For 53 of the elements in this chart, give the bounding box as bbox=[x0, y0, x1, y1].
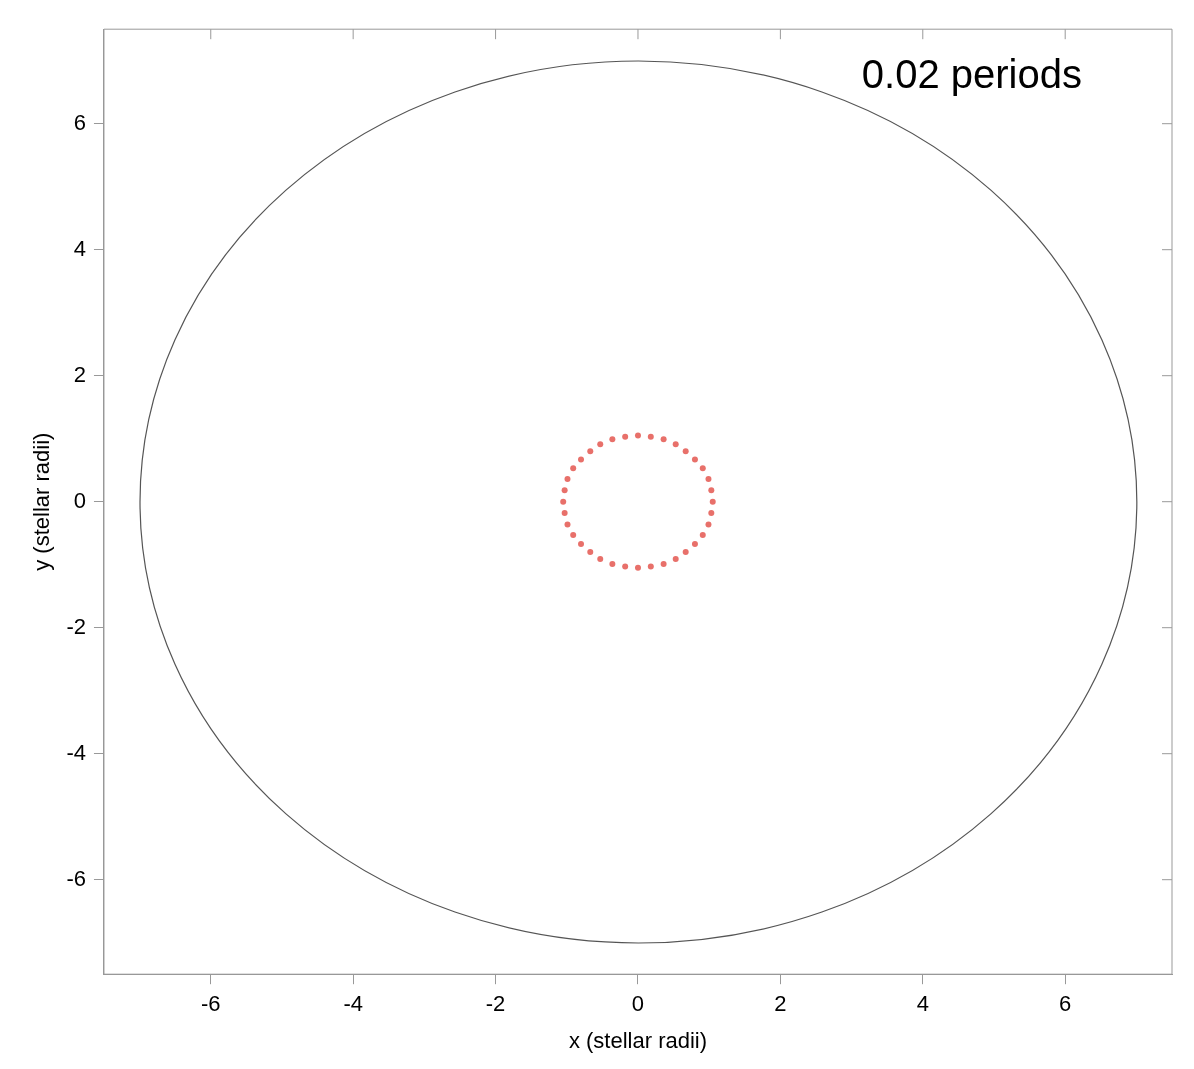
point bbox=[564, 476, 571, 483]
x-tick-label: -4 bbox=[343, 991, 363, 1017]
point bbox=[560, 498, 567, 505]
x-tick-label: -6 bbox=[200, 991, 221, 1017]
y-tick-label: 6 bbox=[73, 109, 86, 135]
y-tick-label: -2 bbox=[66, 613, 86, 639]
point bbox=[708, 487, 715, 494]
point bbox=[609, 561, 616, 568]
x-tick-label: 6 bbox=[1059, 991, 1072, 1017]
y-axis-title: y (stellar radii) bbox=[29, 432, 55, 571]
x-tick-label: 0 bbox=[631, 991, 645, 1017]
point bbox=[561, 510, 568, 517]
point bbox=[660, 561, 667, 568]
point bbox=[561, 487, 568, 494]
point bbox=[587, 549, 594, 556]
point bbox=[597, 441, 604, 448]
point bbox=[609, 436, 616, 443]
point bbox=[634, 432, 641, 439]
point bbox=[570, 532, 577, 539]
point bbox=[699, 465, 706, 472]
point bbox=[570, 465, 577, 472]
annotation: 0.02 periods bbox=[861, 52, 1082, 97]
point bbox=[587, 448, 594, 455]
point bbox=[578, 540, 585, 547]
point bbox=[708, 510, 715, 517]
point bbox=[682, 549, 689, 556]
point bbox=[682, 448, 689, 455]
point bbox=[672, 556, 679, 563]
point bbox=[699, 532, 706, 539]
point bbox=[691, 540, 698, 547]
point bbox=[634, 564, 641, 571]
y-tick-label: 2 bbox=[73, 361, 86, 387]
y-tick-label: -4 bbox=[66, 739, 86, 765]
point bbox=[564, 521, 571, 528]
y-tick-label: -6 bbox=[66, 865, 86, 891]
point bbox=[705, 521, 712, 528]
point bbox=[597, 556, 604, 563]
x-axis-title: x (stellar radii) bbox=[568, 1027, 708, 1053]
x-tick-label: 4 bbox=[916, 991, 929, 1017]
point bbox=[660, 436, 667, 443]
point bbox=[622, 563, 629, 570]
y-tick-label: 4 bbox=[73, 235, 86, 261]
y-tick-label: 0 bbox=[73, 487, 86, 513]
point bbox=[709, 498, 716, 505]
point bbox=[705, 476, 712, 483]
point bbox=[672, 441, 679, 448]
point bbox=[647, 433, 654, 440]
point bbox=[622, 433, 629, 440]
x-tick-label: 2 bbox=[774, 991, 787, 1017]
point bbox=[647, 563, 654, 570]
point bbox=[691, 456, 698, 463]
point bbox=[578, 456, 585, 463]
x-tick-label: -2 bbox=[485, 991, 506, 1017]
